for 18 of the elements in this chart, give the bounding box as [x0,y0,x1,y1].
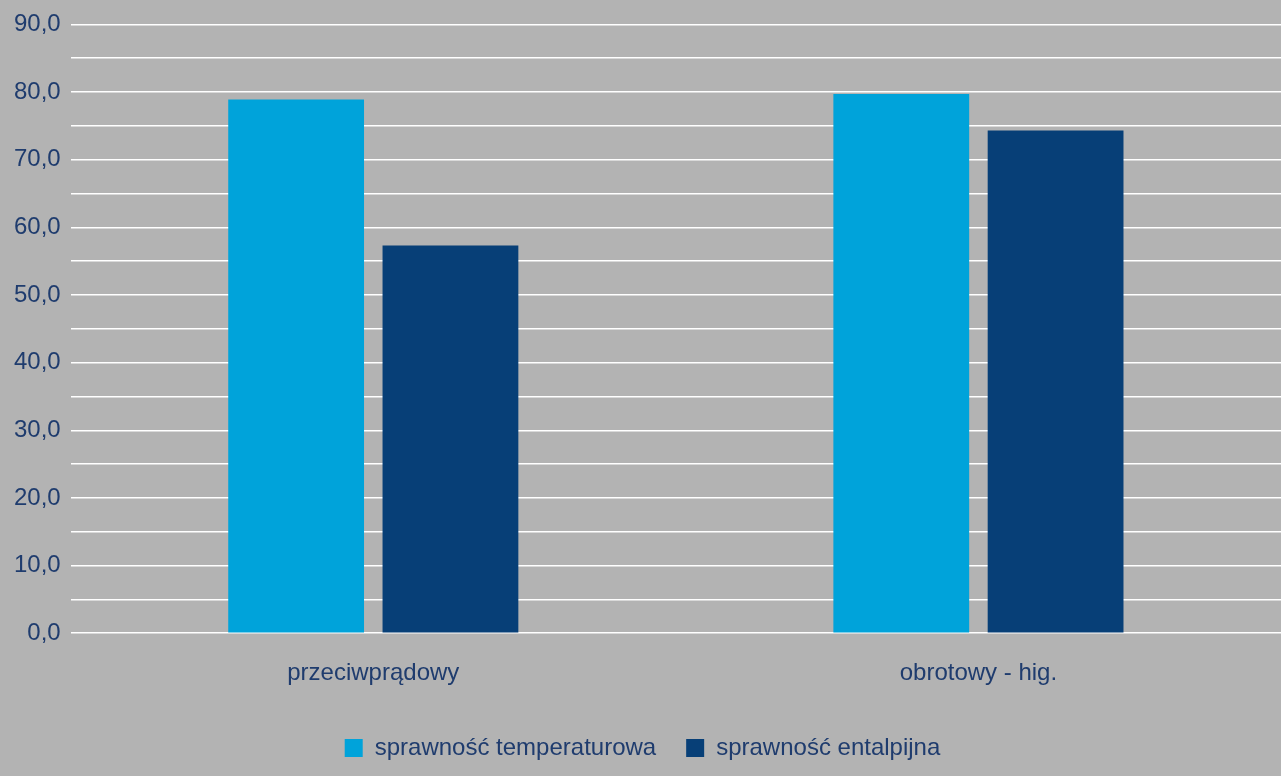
y-tick-label: 60,0 [13,211,61,239]
bar [382,245,519,633]
y-tick-label: 50,0 [13,279,61,307]
bar [833,94,970,633]
y-tick-label: 80,0 [13,76,61,104]
y-tick-label: 40,0 [13,347,61,375]
y-tick-label: 30,0 [13,414,61,442]
x-tick-label: przeciwprądowy [287,658,460,686]
y-tick-label: 0,0 [27,617,61,645]
y-tick-label: 70,0 [13,144,61,172]
y-tick-label: 10,0 [13,550,61,578]
legend-label: sprawność entalpijna [716,732,941,760]
x-tick-label: obrotowy - hig. [899,658,1058,686]
bar [987,130,1124,633]
y-tick-label: 20,0 [13,482,61,510]
legend-label: sprawność temperaturowa [374,732,657,760]
y-tick-label: 90,0 [13,9,61,37]
bar [228,99,365,633]
